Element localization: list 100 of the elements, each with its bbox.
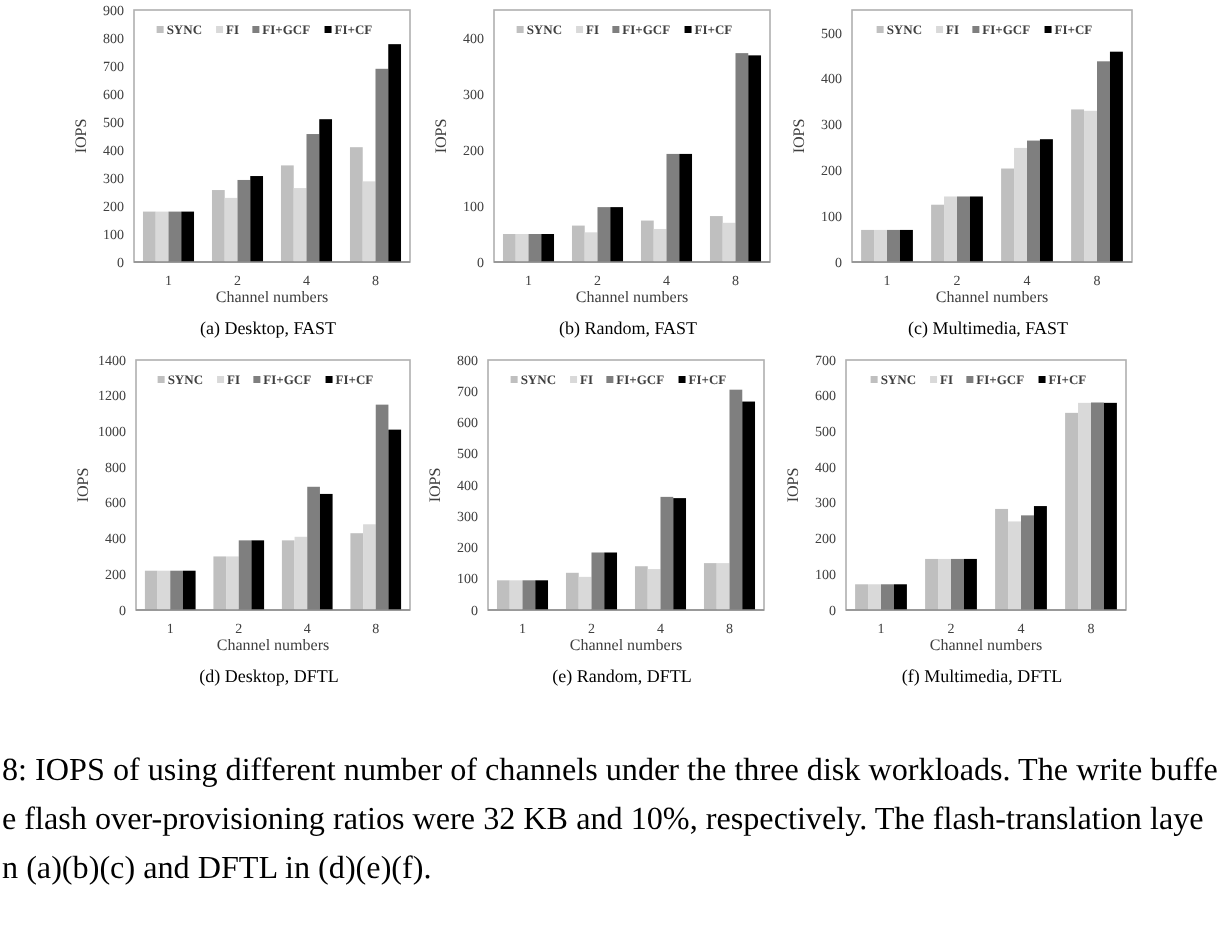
bar (294, 536, 308, 610)
text: (d) Desktop, DFTL (199, 666, 339, 686)
bar (716, 563, 730, 610)
bar (1097, 61, 1110, 262)
bar (610, 207, 624, 262)
y-axis-title: IOPS (72, 118, 90, 154)
text: (e) Random, DFTL (552, 666, 692, 686)
bar (584, 232, 598, 262)
bar (157, 570, 171, 610)
x-axis-title: Channel numbers (929, 636, 1043, 654)
bar (375, 68, 389, 262)
bar (1039, 139, 1053, 262)
bar (944, 196, 957, 262)
bar (679, 153, 693, 262)
bar (861, 229, 875, 262)
bar (748, 55, 762, 262)
bar (211, 190, 225, 262)
bar (673, 498, 687, 610)
bar (237, 179, 251, 262)
bar (182, 570, 196, 610)
bar (634, 566, 648, 610)
bar (349, 147, 363, 262)
text: (c) Multimedia, FAST (907, 318, 1070, 338)
text: e flash over-provisioning ratios were 32 KB and 10%, respectively. The flash-translation laye (2, 803, 1204, 837)
bar (1091, 402, 1104, 610)
bar (899, 229, 913, 262)
bar (709, 216, 723, 262)
bar (578, 576, 592, 610)
bar (281, 540, 295, 610)
bar (307, 486, 320, 610)
y-axis-title: IOPS (432, 118, 450, 154)
bar (362, 181, 376, 262)
bar (168, 211, 182, 262)
bar (722, 222, 736, 262)
bar (541, 234, 555, 262)
bar (969, 196, 983, 262)
bar (1103, 402, 1117, 610)
bar (647, 569, 661, 610)
bar (535, 580, 549, 610)
bar (742, 401, 756, 610)
bar (1001, 168, 1015, 262)
bar (224, 197, 238, 262)
bar (597, 207, 611, 262)
bar (388, 44, 402, 262)
bar (350, 533, 364, 610)
bar (963, 558, 977, 610)
bar (250, 176, 264, 262)
bar (1071, 109, 1085, 262)
bar (528, 234, 542, 262)
bar (1084, 110, 1097, 262)
bar (1033, 506, 1047, 610)
bar (155, 211, 169, 262)
text: 8: IOPS of using different number of channels under the three disk workloads. The write buffe (2, 754, 1218, 788)
bar (515, 234, 529, 262)
bar (653, 228, 667, 262)
bar (893, 584, 907, 610)
bar (280, 165, 294, 262)
x-axis-title: Channel numbers (575, 288, 689, 306)
bar (1065, 412, 1079, 610)
text: (b) Random, FAST (558, 318, 699, 338)
bar (565, 572, 579, 610)
bar (874, 229, 887, 262)
bar (1078, 402, 1091, 610)
bar (306, 134, 320, 262)
x-axis-title: Channel numbers (215, 288, 329, 306)
bar (144, 570, 158, 610)
bar (226, 556, 239, 610)
bar (502, 234, 516, 262)
bar (1027, 140, 1040, 262)
bar (363, 524, 376, 610)
bar (251, 540, 265, 610)
bar (660, 496, 674, 610)
bar (951, 558, 964, 610)
bar (293, 188, 307, 262)
x-axis-title: Channel numbers (935, 288, 1049, 306)
bar (170, 570, 183, 610)
bar (496, 580, 510, 610)
bar (931, 204, 945, 262)
bar (881, 584, 894, 610)
bar (887, 229, 900, 262)
bar (1014, 147, 1027, 262)
bar (729, 389, 743, 610)
bar (388, 429, 402, 610)
bar (591, 552, 605, 610)
bar (571, 225, 585, 262)
bar (1109, 51, 1123, 262)
bar (938, 558, 951, 610)
bar (319, 493, 333, 610)
y-axis-title: IOPS (790, 118, 808, 154)
bar (995, 508, 1009, 610)
bar (735, 53, 749, 262)
y-axis-title: IOPS (426, 467, 444, 503)
bar (213, 556, 227, 610)
bar (703, 563, 717, 610)
bar (1008, 521, 1021, 610)
bar (509, 580, 523, 610)
bar (1021, 515, 1034, 610)
text: (f) Multimedia, DFTL (901, 666, 1063, 686)
bar (640, 220, 654, 262)
bar (238, 540, 252, 610)
